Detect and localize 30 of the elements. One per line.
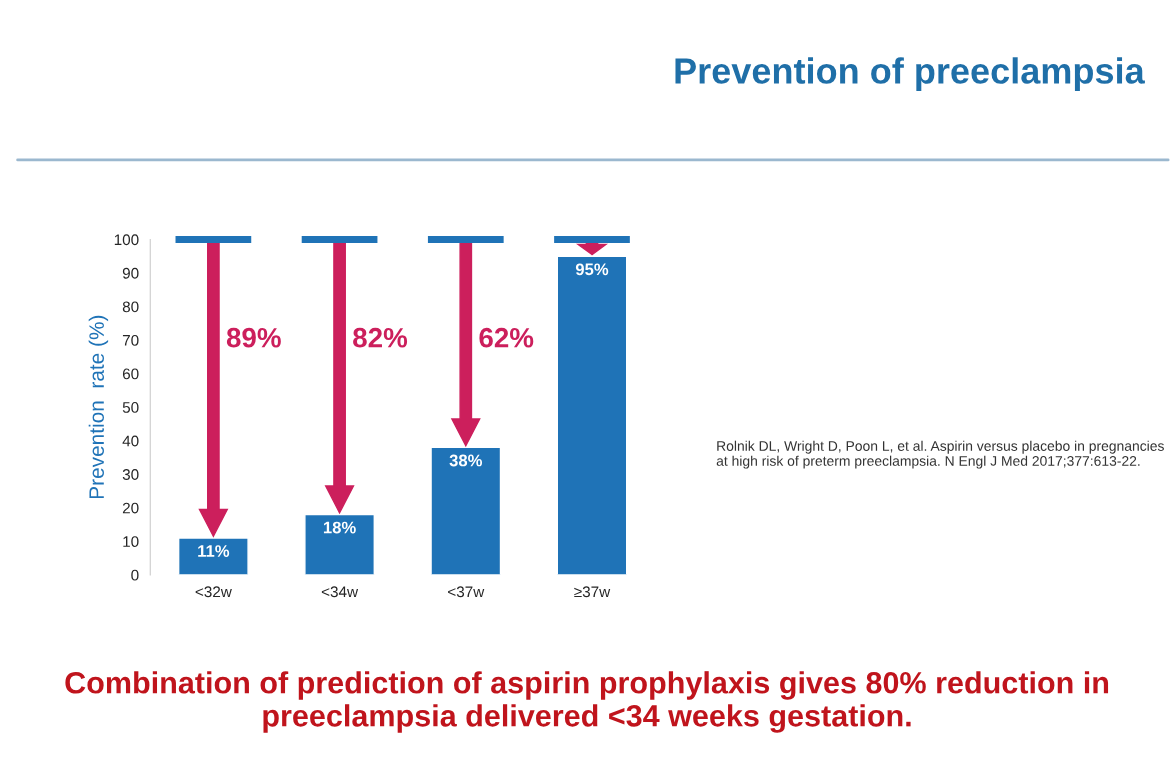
data-label: 95% xyxy=(575,263,609,276)
bar xyxy=(430,446,502,575)
data-label: 18% xyxy=(323,521,356,534)
x-tick-label: <34w xyxy=(321,586,359,598)
x-tick-label: <37w xyxy=(448,586,485,598)
y-tick-label: 0 xyxy=(131,569,139,581)
annotation: 82% xyxy=(353,327,408,348)
text: Prevention of preeclampsia xyxy=(675,57,1145,91)
x-tick-label: ≥37w xyxy=(574,586,611,598)
y-tick-label: 70 xyxy=(122,334,139,346)
y-tick-label: 20 xyxy=(122,502,139,514)
y-tick-label: 80 xyxy=(122,301,139,313)
y-tick-label: 40 xyxy=(122,435,139,447)
y-tick-label: 10 xyxy=(123,536,139,548)
y-tick-label: 30 xyxy=(122,469,139,480)
y-tick-label: 90 xyxy=(122,267,139,279)
x-tick-label: <32w xyxy=(195,586,232,598)
data-label: 11% xyxy=(198,545,230,557)
y-axis-title: Prevention rate (%) xyxy=(88,315,109,499)
bar xyxy=(177,537,249,575)
annotation: 62% xyxy=(479,327,534,348)
y-tick-label: 100 xyxy=(114,234,139,246)
text: Combination of prediction of aspirin prophylaxis gives 80% reduction in preeclampsia delivered <34 weeks gestation. xyxy=(65,671,1109,733)
annotation: 89% xyxy=(226,327,281,348)
y-tick-label: 50 xyxy=(122,402,139,413)
data-label: 38% xyxy=(449,454,483,467)
text: Rolnik DL, Wright D, Poon L, et al. Aspirin versus placebo in pregnancies at high risk of preterm preeclampsia. N Engl J Med 2017;377:613-22. xyxy=(716,440,1164,469)
bar xyxy=(556,255,628,575)
y-tick-label: 60 xyxy=(122,368,139,380)
bar xyxy=(304,513,375,575)
